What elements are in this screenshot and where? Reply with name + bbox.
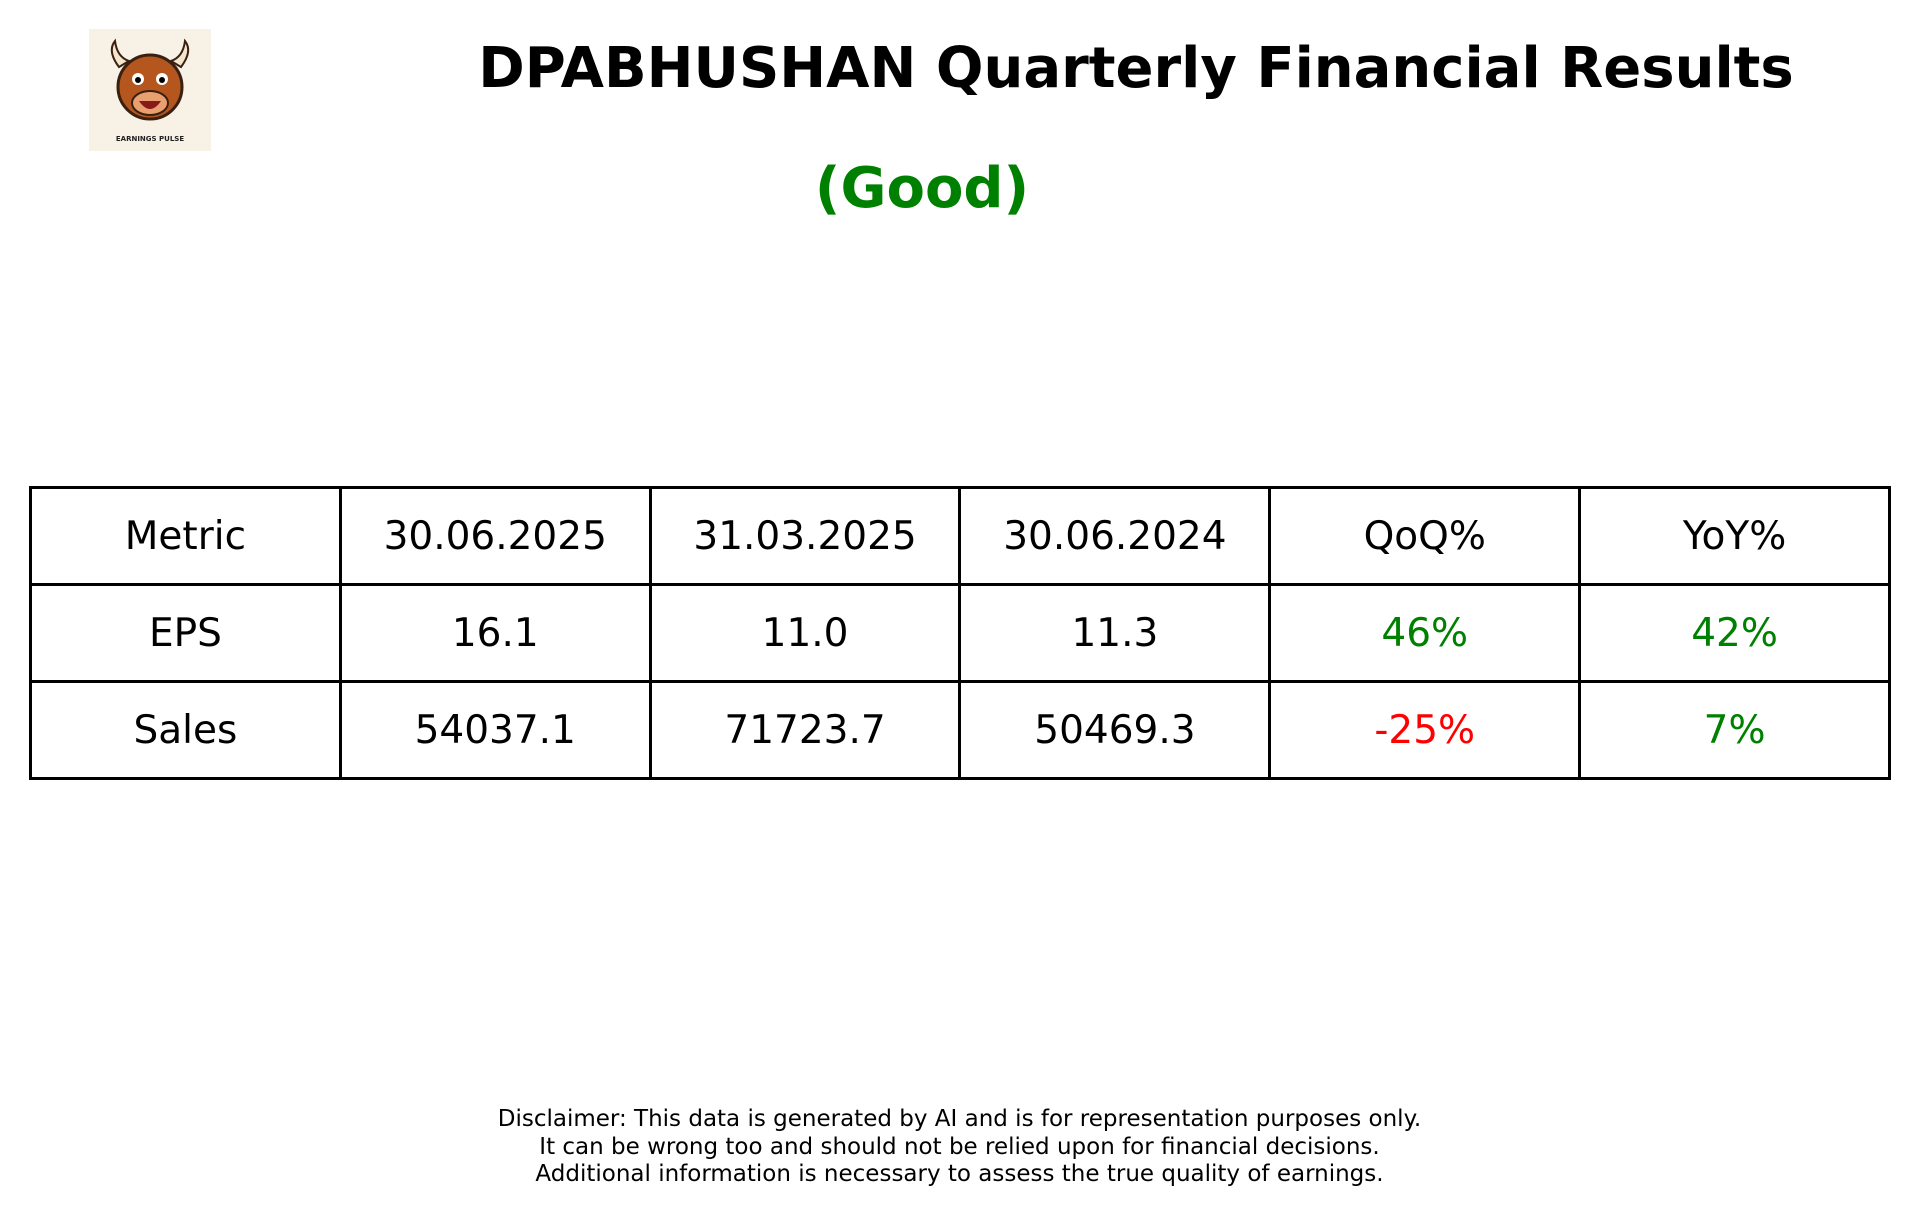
rating: (Good)	[814, 156, 1030, 221]
header-row: Metric 30.06.2025 31.03.2025 30.06.2024 …	[29, 486, 1891, 586]
logo-text: EARNINGS PULSE	[116, 135, 184, 143]
column-header: 30.06.2024	[958, 486, 1272, 586]
cell: 46%	[1268, 583, 1582, 683]
results-table: Metric 30.06.2025 31.03.2025 30.06.2024 …	[29, 486, 1891, 780]
logo: EARNINGS PULSE	[89, 29, 211, 151]
cell: 42%	[1578, 583, 1891, 683]
cell: 16.1	[338, 583, 652, 683]
column-header: 30.06.2025	[338, 486, 652, 586]
table-row: EPS 16.1 11.0 11.3 46% 42%	[29, 583, 1891, 683]
cell: 7%	[1578, 680, 1891, 780]
cell: 71723.7	[648, 680, 962, 780]
cell: 54037.1	[338, 680, 652, 780]
disclaimer-line: It can be wrong too and should not be re…	[539, 1133, 1380, 1160]
cell: 11.0	[648, 583, 962, 683]
disclaimer-line: Additional information is necessary to a…	[535, 1161, 1384, 1187]
disclaimer-line: Disclaimer: This data is generated by AI…	[497, 1106, 1422, 1132]
title: DPABHUSHAN Quarterly Financial Results	[478, 36, 1794, 101]
column-header: 31.03.2025	[648, 486, 962, 586]
table-row: Sales 54037.1 71723.7 50469.3 -25% 7%	[29, 680, 1891, 780]
column-header: QoQ%	[1268, 486, 1582, 586]
cell: 11.3	[958, 583, 1272, 683]
column-header: YoY%	[1578, 486, 1891, 586]
column-header: Metric	[29, 486, 342, 586]
cell: -25%	[1268, 680, 1582, 780]
disclaimer: Disclaimer: This data is generated by AI…	[0, 1106, 1919, 1189]
cell: Sales	[29, 680, 342, 780]
cell: EPS	[29, 583, 342, 683]
cell: 50469.3	[958, 680, 1272, 780]
